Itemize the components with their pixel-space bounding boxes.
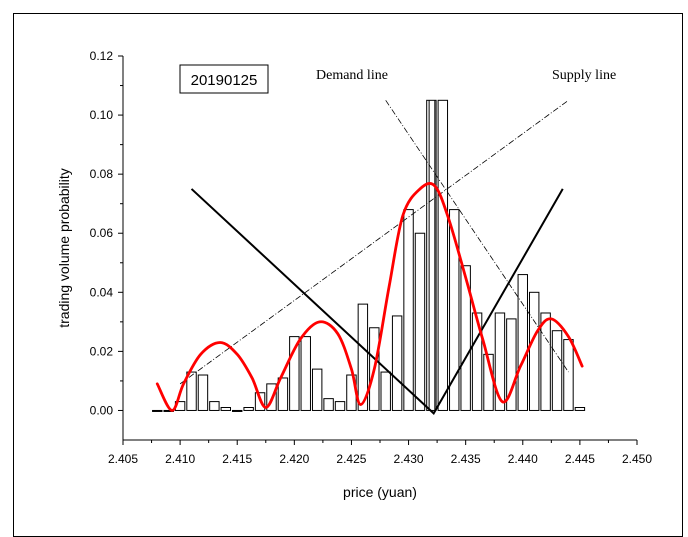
y-tick-label: 0.12 [90, 49, 114, 63]
x-tick-label: 2.450 [622, 452, 652, 466]
reference-lines [179, 99, 569, 411]
bar [380, 371, 391, 411]
y-tick-label: 0.08 [90, 167, 114, 181]
bar [494, 312, 506, 411]
y-tick-label: 0.10 [90, 108, 114, 122]
bar [437, 99, 449, 411]
bar [186, 371, 197, 411]
y-tick-label: 0.00 [90, 403, 114, 417]
x-tick-label: 2.425 [336, 452, 366, 466]
bar [357, 303, 369, 411]
x-tick-label: 2.440 [508, 452, 538, 466]
bar [449, 209, 460, 411]
bar [403, 209, 414, 411]
date-label: 20190125 [191, 72, 258, 89]
bar [540, 312, 551, 411]
x-tick-label: 2.430 [394, 452, 424, 466]
bar [311, 368, 323, 411]
bar [391, 315, 403, 411]
bar [528, 291, 540, 411]
bar [209, 401, 220, 411]
bar [232, 409, 243, 412]
bar [414, 232, 426, 411]
date-box [179, 64, 269, 94]
supply-line-label: Supply line [552, 68, 616, 83]
bar [506, 318, 517, 411]
bar [220, 407, 232, 411]
y-ticks: 0.00 0.02 0.04 0.06 0.08 0.10 0.12 [90, 49, 123, 417]
x-tick-label: 2.405 [108, 452, 138, 466]
bar [551, 330, 563, 411]
bar [243, 407, 254, 411]
bar [323, 398, 334, 411]
fit-curve [155, 182, 584, 412]
bar [152, 409, 163, 412]
demand-line-label: Demand line [316, 68, 388, 83]
bar [277, 377, 289, 411]
bar [517, 274, 528, 411]
x-axis-label: price (yuan) [343, 484, 417, 500]
y-tick-label: 0.06 [90, 226, 114, 240]
bar [289, 336, 300, 411]
bar [563, 339, 574, 411]
bar [334, 401, 346, 411]
x-tick-label: 2.410 [165, 452, 195, 466]
bar [471, 312, 483, 411]
bar [460, 265, 471, 411]
demand-line [385, 100, 569, 373]
v-line [190, 188, 564, 416]
bar [197, 374, 209, 411]
x-tick-label: 2.420 [279, 452, 309, 466]
y-tick-label: 0.04 [90, 285, 114, 299]
fit-curve-line [155, 182, 584, 412]
x-ticks: 2.405 2.410 2.415 2.420 2.425 2.430 2.435 2.440… [108, 440, 652, 466]
x-tick-label: 2.445 [565, 452, 595, 466]
y-tick-label: 0.02 [90, 344, 114, 358]
x-tick-label: 2.435 [451, 452, 481, 466]
x-tick-label: 2.415 [222, 452, 252, 466]
v-lines [190, 188, 564, 416]
bar [300, 336, 311, 411]
bar [574, 407, 586, 411]
supply-line [179, 99, 569, 385]
y-axis-label: trading volume probability [56, 168, 72, 328]
outer-frame [13, 13, 683, 537]
